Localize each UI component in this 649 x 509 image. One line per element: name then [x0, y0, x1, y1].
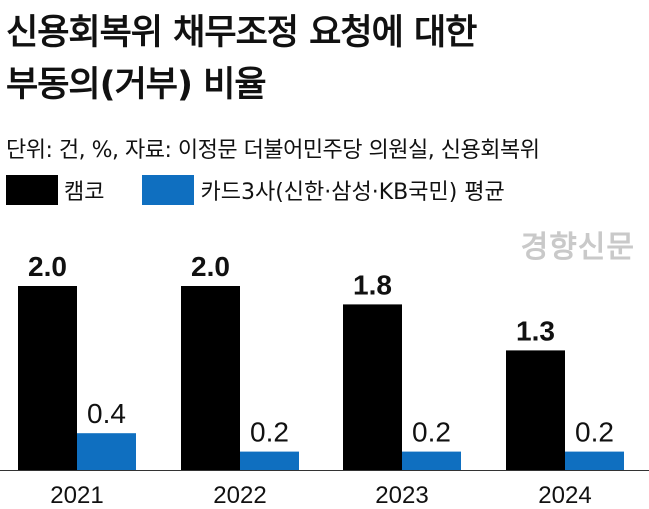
bar-card-2023 — [402, 451, 461, 470]
watermark-logo: 경향신문 — [520, 230, 635, 265]
bar-card-2022 — [240, 451, 299, 470]
legend-swatch-camco — [6, 175, 58, 205]
legend-label-camco: 캠코 — [64, 180, 105, 205]
legend-label-card: 카드3사(신한·삼성·KB국민) 평균 — [200, 180, 505, 205]
data-label-card-2021: 0.4 — [87, 398, 126, 429]
data-label-camco-2022: 2.0 — [191, 251, 230, 282]
legend-item-camco: 캠코 — [6, 174, 104, 206]
legend-item-card: 카드3사(신한·삼성·KB국민) 평균 — [142, 174, 505, 206]
bar-camco-2022 — [181, 286, 240, 470]
x-tick-label-2022: 2022 — [213, 482, 266, 509]
bar-card-2024 — [565, 451, 624, 470]
data-label-camco-2023: 1.8 — [353, 269, 392, 300]
data-label-card-2023: 0.2 — [412, 417, 451, 448]
chart-title-line2: 부동의(거부) 비율 — [6, 65, 267, 105]
x-tick-label-2023: 2023 — [375, 482, 428, 509]
chart-title-line1: 신용회복위 채무조정 요청에 대한 — [6, 13, 477, 53]
x-tick-label-2021: 2021 — [50, 482, 103, 509]
bar-camco-2024 — [506, 350, 565, 470]
source-note: 단위: 건, %, 자료: 이정문 더불어민주당 의원실, 신용회복위 — [6, 138, 540, 163]
x-tick-label-2024: 2024 — [538, 482, 591, 509]
bar-camco-2023 — [343, 304, 402, 470]
legend-swatch-card — [142, 175, 195, 205]
data-label-card-2022: 0.2 — [250, 417, 289, 448]
data-label-card-2024: 0.2 — [575, 417, 614, 448]
data-label-camco-2021: 2.0 — [28, 251, 67, 282]
bar-card-2021 — [77, 433, 136, 470]
bar-camco-2021 — [18, 286, 77, 470]
legend: 캠코 카드3사(신한·삼성·KB국민) 평균 — [6, 173, 505, 207]
data-label-camco-2024: 1.3 — [516, 315, 555, 346]
